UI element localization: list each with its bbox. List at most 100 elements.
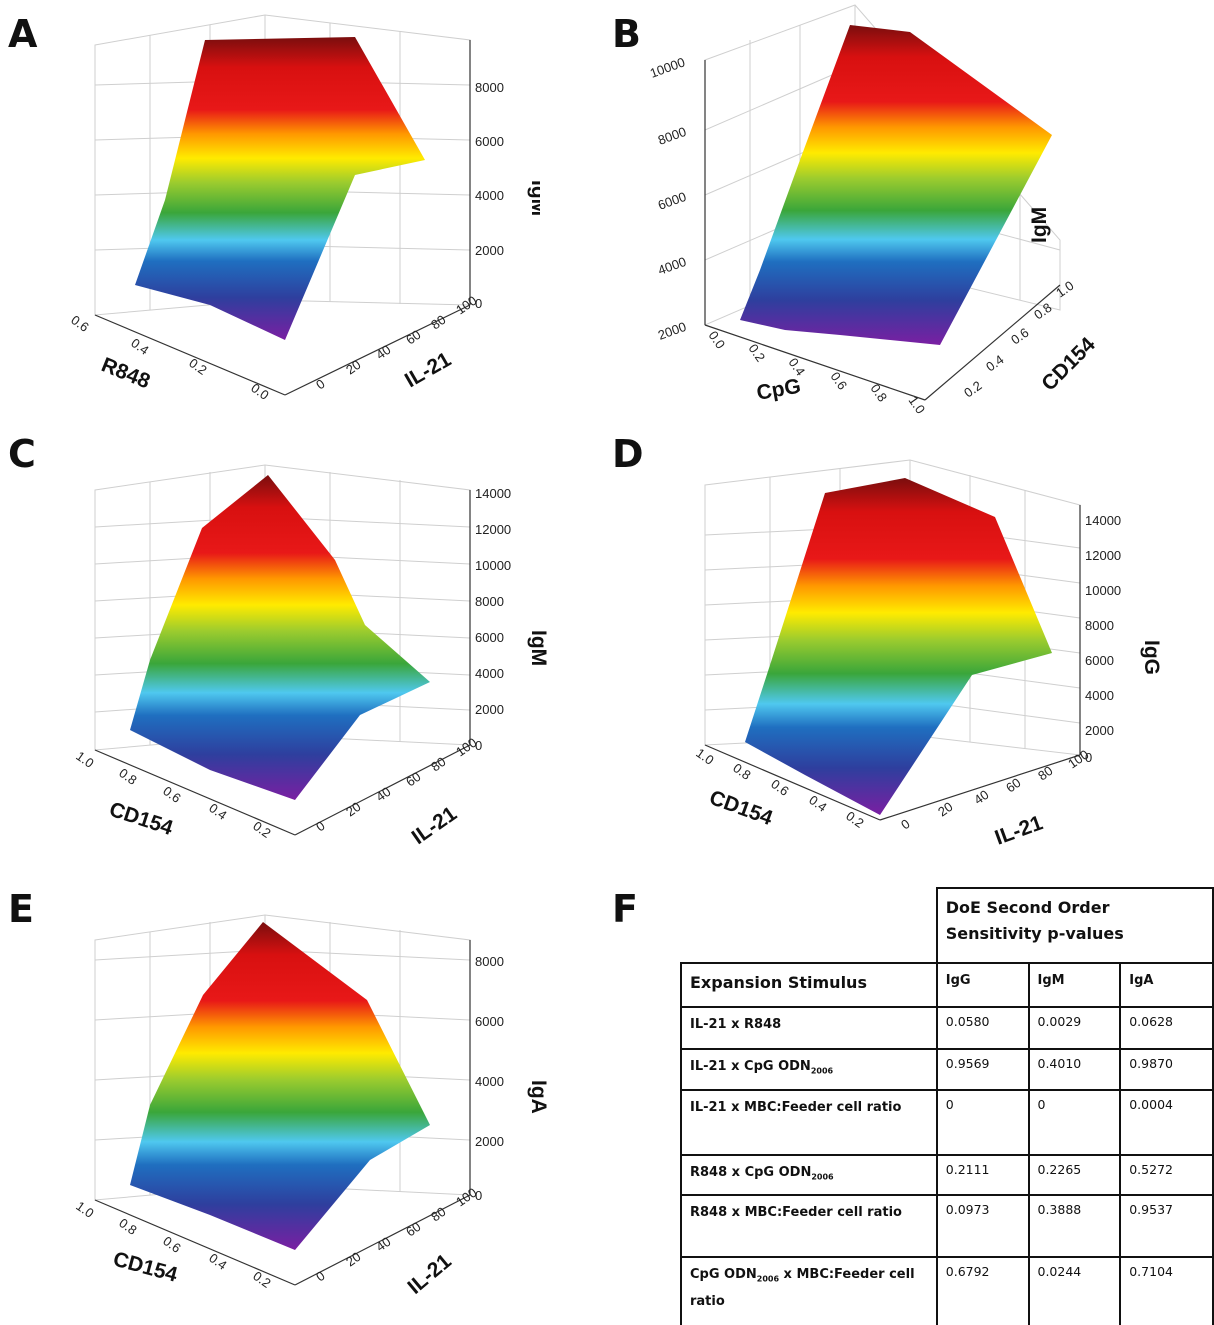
- row-label: R848 x MBC:Feeder cell ratio: [680, 1194, 938, 1259]
- ylabel-e: IL-21: [403, 1249, 456, 1298]
- ztick-d-6: 12000: [1085, 548, 1121, 563]
- ztick-c-2: 4000: [475, 666, 504, 681]
- cell-igm: 0.0244: [1027, 1256, 1122, 1325]
- cell-igg: 0.2111: [935, 1153, 1030, 1197]
- xtick-d-3: 0.4: [806, 792, 829, 815]
- xtick-a-0: 0.6: [70, 312, 92, 335]
- ytick-a-2: 40: [373, 342, 393, 363]
- row-label-main: R848 x CpG ODN: [690, 1164, 812, 1180]
- col-header-iga: IgA: [1119, 962, 1214, 1008]
- ztick-e-1: 2000: [475, 1134, 504, 1149]
- xtick-e-1: 0.8: [116, 1215, 139, 1238]
- cell-igg: 0.6792: [935, 1256, 1030, 1325]
- ztick-c-6: 12000: [475, 522, 511, 537]
- ytick-e-1: 20: [343, 1249, 363, 1270]
- xlabel-d: CD154: [706, 786, 776, 830]
- surface-d: [745, 478, 1052, 815]
- ytick-b-4: 1.0: [1053, 278, 1076, 301]
- ytick-d-3: 60: [1003, 775, 1023, 796]
- axes-d: [704, 505, 1081, 821]
- xlabel-b: CpG: [755, 375, 803, 405]
- ztick-d-4: 8000: [1085, 618, 1114, 633]
- ztick-c-0: 0: [475, 738, 482, 753]
- ytick-b-2: 0.6: [1008, 325, 1031, 348]
- row-label-post: x MBC:Feeder cell ratio: [690, 1267, 915, 1309]
- xtick-d-2: 0.6: [768, 776, 791, 799]
- ytick-e-3: 60: [403, 1219, 423, 1240]
- ztick-d-2: 4000: [1085, 688, 1114, 703]
- ztick-c-3: 6000: [475, 630, 504, 645]
- row-label-main: IL-21 x CpG ODN: [690, 1059, 811, 1074]
- xtick-e-4: 0.2: [250, 1268, 273, 1291]
- chart-d: 0 2000 4000 6000 8000 10000 12000 14000 …: [693, 459, 1163, 850]
- table-title: DoE Second Order Sensitivity p-values: [935, 887, 1214, 964]
- ytick-b-1: 0.4: [983, 352, 1006, 375]
- ylabel-a: IL-21: [401, 348, 455, 393]
- xlabel-e: CD154: [111, 1248, 180, 1287]
- cell-iga: 0.7104: [1119, 1256, 1214, 1325]
- ytick-b-0: 0.2: [961, 378, 984, 401]
- cell-iga: 0.0004: [1119, 1088, 1214, 1156]
- row-label-main: CpG ODN: [690, 1267, 757, 1283]
- cell-igg: 0.0973: [935, 1194, 1030, 1259]
- zticks-c: 0 2000 4000 6000 8000 10000 12000 14000: [475, 486, 511, 753]
- xtick-c-0: 1.0: [73, 748, 96, 771]
- cell-iga: 0.5272: [1119, 1153, 1214, 1197]
- ztick-b-3: 8000: [656, 124, 688, 148]
- xtick-d-4: 0.2: [843, 808, 866, 831]
- ztick-c-1: 2000: [475, 702, 504, 717]
- ztick-d-0: 0: [1085, 750, 1092, 765]
- ytick-c-2: 40: [373, 784, 393, 805]
- ytick-e-4: 80: [428, 1204, 448, 1225]
- col-header-stimulus: Expansion Stimulus: [680, 962, 938, 1008]
- surface-a: [135, 37, 425, 340]
- ztick-b-4: 10000: [648, 54, 687, 80]
- ztick-c-4: 8000: [475, 594, 504, 609]
- ylabel-b: CD154: [1037, 333, 1100, 396]
- surface-b: [740, 25, 1052, 345]
- ytick-c-4: 80: [428, 754, 448, 775]
- xtick-e-0: 1.0: [73, 1198, 96, 1221]
- ztick-c-5: 10000: [475, 558, 511, 573]
- xtick-a-3: 0.0: [248, 380, 271, 403]
- table-row: IL-21 x CpG ODN2006 0.9569 0.4010 0.9870: [680, 1048, 1214, 1091]
- row-label: R848 x CpG ODN2006: [680, 1153, 938, 1197]
- ytick-c-3: 60: [403, 769, 423, 790]
- row-label: IL-21 x R848: [680, 1006, 938, 1050]
- ztick-a-1: 2000: [475, 243, 504, 258]
- ztick-d-3: 6000: [1085, 653, 1114, 668]
- ytick-a-4: 80: [428, 312, 448, 333]
- ytick-d-0: 0: [898, 816, 913, 832]
- surface-c: [130, 475, 430, 800]
- xtick-c-3: 0.4: [206, 800, 229, 823]
- xtick-e-3: 0.4: [206, 1250, 229, 1273]
- panel-label-f: F: [612, 887, 638, 931]
- axes-a: [94, 40, 471, 396]
- panel-label-c: C: [8, 432, 36, 476]
- panel-label-e: E: [8, 887, 34, 931]
- cell-igm: 0.3888: [1027, 1194, 1122, 1259]
- ytick-a-3: 60: [403, 327, 423, 348]
- axes-b: [704, 60, 1061, 401]
- col-header-igg: IgG: [935, 962, 1030, 1008]
- table-row: IL-21 x MBC:Feeder cell ratio 0 0 0.0004: [680, 1088, 1214, 1156]
- zticks-d: 0 2000 4000 6000 8000 10000 12000 14000: [1085, 513, 1121, 765]
- xtick-b-4: 0.8: [868, 381, 891, 404]
- xticks-a: 0.6 0.4 0.2 0.0: [70, 312, 272, 403]
- table-row: R848 x CpG ODN2006 0.2111 0.2265 0.5272: [680, 1153, 1214, 1197]
- cell-igg: 0: [935, 1088, 1030, 1156]
- ztick-b-1: 4000: [656, 254, 688, 278]
- row-label: IL-21 x MBC:Feeder cell ratio: [680, 1088, 938, 1156]
- ytick-d-4: 80: [1035, 763, 1055, 784]
- cell-igg: 0.9569: [935, 1048, 1030, 1091]
- ztick-d-1: 2000: [1085, 723, 1114, 738]
- xlabel-c: CD154: [106, 798, 176, 840]
- cell-igm: 0: [1027, 1088, 1122, 1156]
- zticks-b: 2000 4000 6000 8000 10000: [648, 54, 688, 342]
- panel-label-a: A: [8, 12, 38, 56]
- xtick-a-2: 0.2: [186, 355, 209, 378]
- ztick-a-2: 4000: [475, 188, 504, 203]
- yticks-a: 0 20 40 60 80 100: [313, 293, 479, 393]
- xtick-b-5: 1.0: [906, 393, 929, 416]
- xtick-b-3: 0.6: [828, 369, 851, 392]
